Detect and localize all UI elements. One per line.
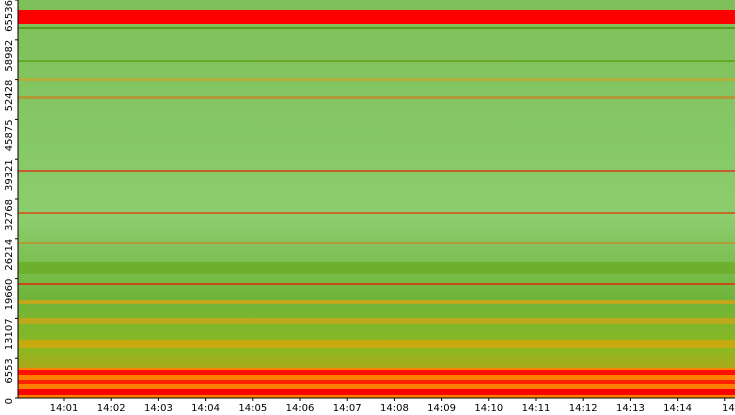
band [18,242,735,244]
x-tick-label: 14:05 [238,403,267,414]
heatmap-area [18,0,735,398]
band [18,96,735,99]
band [18,212,735,214]
x-tick-label: 14:04 [191,403,220,414]
x-tick-label: 14:02 [97,403,126,414]
band [18,389,735,395]
x-tick-label: 14:01 [50,403,79,414]
y-tick-label: 32768 [4,199,15,231]
band [18,78,735,81]
band [18,10,735,24]
y-tick-label: 26214 [4,239,15,271]
y-tick-label: 6553 [4,358,15,383]
band [18,380,735,384]
y-tick-label: 39321 [4,159,15,191]
band [18,370,735,375]
band [18,318,735,324]
x-tick-label: 14 [722,403,735,414]
y-tick-label: 13107 [4,318,15,350]
band [18,60,735,62]
x-tick-label: 14:10 [474,403,503,414]
y-tick-label: 65536 [4,0,15,32]
y-tick-label: 0 [4,398,15,404]
band [18,27,735,29]
x-tick-label: 14:11 [522,403,551,414]
x-tick-label: 14:08 [380,403,409,414]
x-tick-label: 14:09 [427,403,456,414]
band [18,300,735,304]
x-tick-label: 14:14 [663,403,692,414]
heatmap-background [18,0,735,398]
x-tick-label: 14:06 [286,403,315,414]
y-tick-label: 19660 [4,279,15,311]
y-tick-label: 58982 [4,40,15,72]
y-tick-label: 45875 [4,119,15,151]
band [18,170,735,172]
x-tick-label: 14:12 [569,403,598,414]
band [18,340,735,348]
band [18,283,735,285]
x-tick-label: 14:13 [616,403,645,414]
x-tick-label: 14:03 [144,403,173,414]
y-tick-label: 52428 [4,80,15,112]
band [18,262,735,274]
x-tick-label: 14:07 [333,403,362,414]
